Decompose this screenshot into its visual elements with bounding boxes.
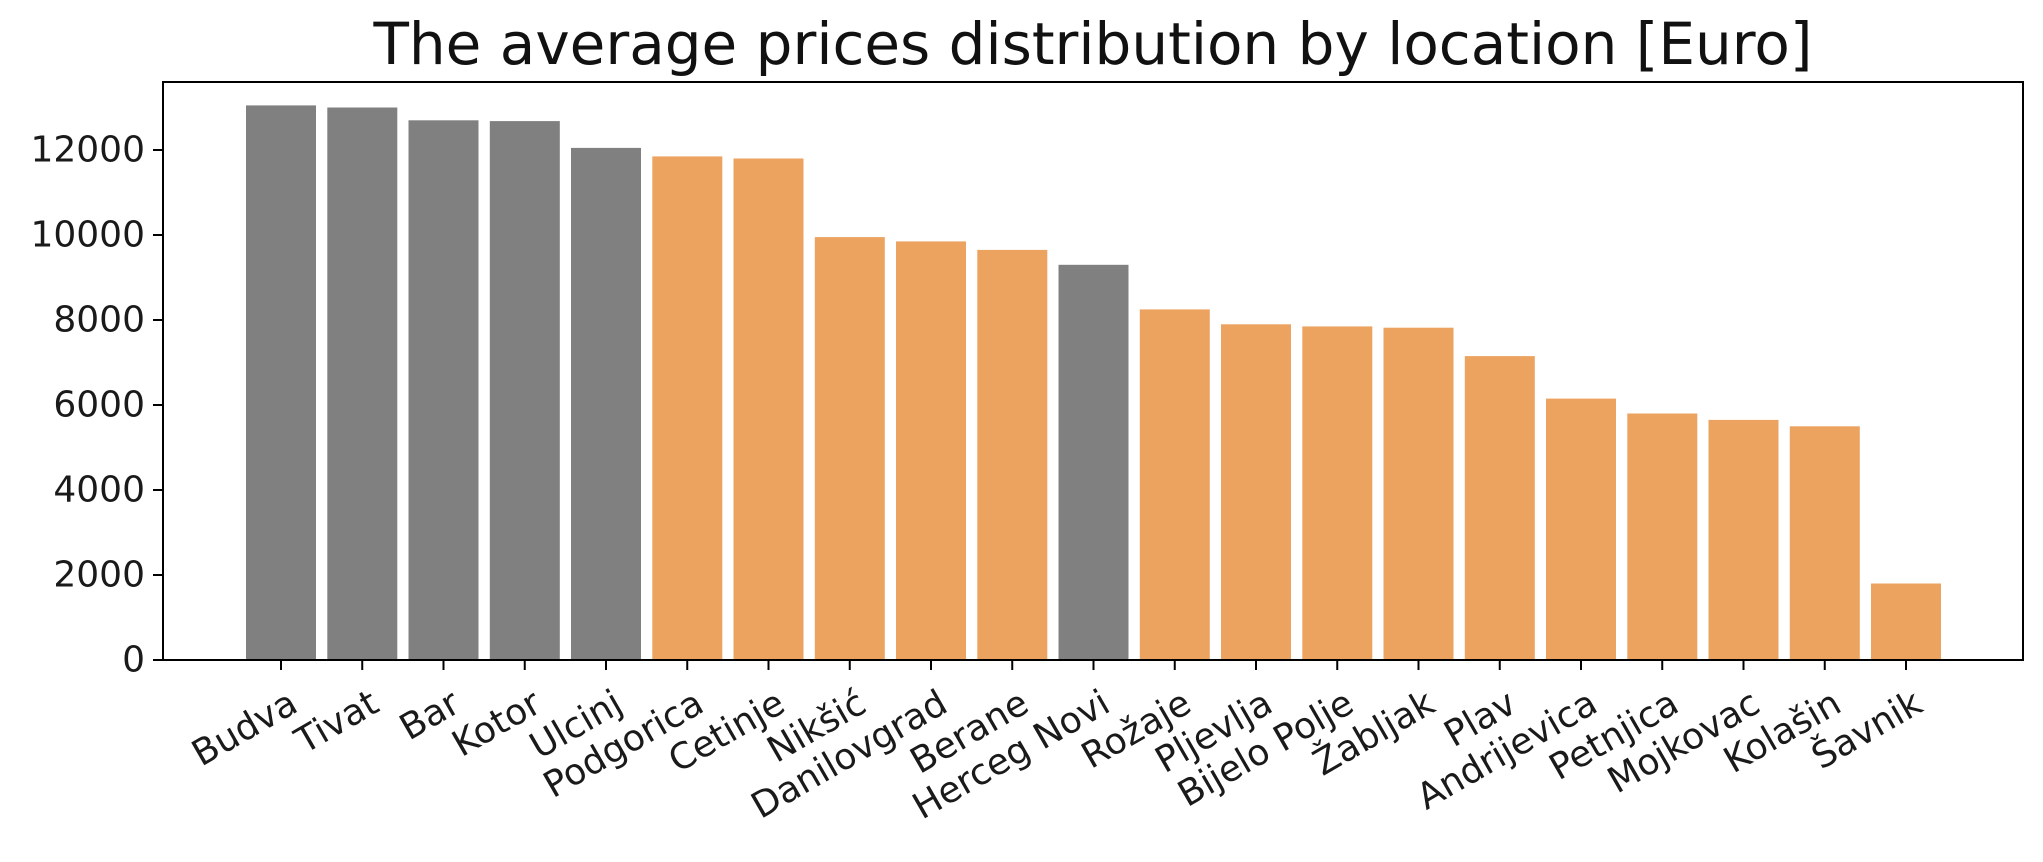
bar-kolasin	[1789, 426, 1860, 661]
bar-bijelo-polje	[1302, 326, 1373, 660]
x-tick-label: Tivat	[288, 682, 386, 762]
bar-kotor	[489, 121, 560, 661]
x-tick-label: Budva	[185, 682, 304, 774]
y-tick-label: 0	[122, 640, 145, 681]
y-tick-label: 10000	[30, 215, 145, 256]
bar-niksic	[814, 237, 885, 660]
x-tick-label: Kotor	[445, 682, 548, 765]
y-tick-label: 8000	[53, 300, 145, 341]
bar-savnik	[1871, 583, 1941, 660]
y-tick-label: 12000	[30, 130, 145, 171]
bar-rozaje	[1139, 309, 1210, 660]
bar-pljevlja	[1221, 324, 1291, 661]
bar-mojkovac	[1708, 419, 1779, 660]
plot-frame	[162, 81, 2024, 661]
bar-petnjica	[1627, 413, 1698, 660]
bar-zabljak	[1383, 327, 1454, 660]
bars-group	[246, 105, 1941, 661]
bar-tivat	[327, 107, 398, 660]
bar-berane	[977, 249, 1048, 660]
y-tick-label: 2000	[53, 555, 145, 596]
bar-podgorica	[652, 156, 723, 660]
y-tick-label: 4000	[53, 470, 145, 511]
y-axis: 0 2000 4000 6000 8000 10000 12000	[30, 130, 163, 681]
bar-ulcinj	[571, 147, 641, 660]
bar-danilovgrad	[896, 241, 966, 660]
bar-herceg-novi	[1058, 264, 1129, 661]
bar-budva	[246, 105, 316, 660]
bar-cetinje	[733, 158, 804, 660]
y-tick-label: 6000	[53, 385, 145, 426]
bar-andrijevica	[1546, 398, 1616, 660]
bar-bar	[408, 120, 479, 661]
chart-title: The average prices distribution by locat…	[372, 10, 1812, 78]
bar-plav	[1464, 356, 1535, 660]
